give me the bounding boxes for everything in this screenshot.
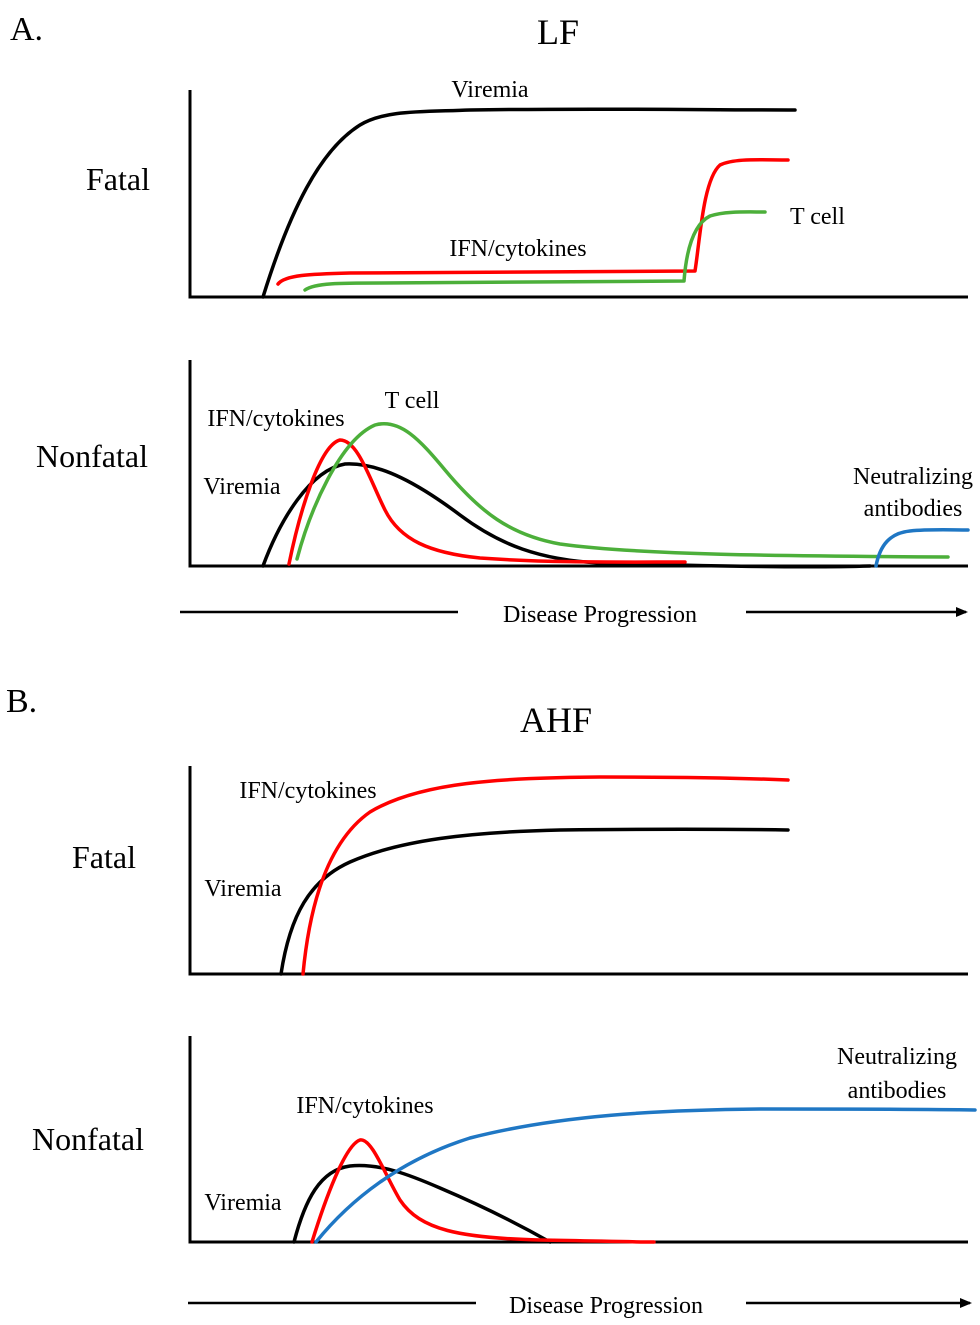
ahf-nonfatal-ifn-curve: [310, 1138, 656, 1244]
ahf-nonfatal-antibodies-label-line1: Neutralizing: [837, 1044, 957, 1070]
lf-nonfatal-plot: Nonfatal IFN/cytokines T cell Viremia Ne…: [36, 360, 973, 569]
lf-fatal-axes: [188, 90, 968, 299]
ahf-fatal-axes: [188, 766, 968, 976]
lf-fatal-ifn-label: IFN/cytokines: [449, 236, 586, 262]
lf-nonfatal-ifn-curve: [287, 438, 687, 566]
lf-fatal-plot: Fatal Viremia IFN/cytokines T cell: [86, 77, 968, 299]
ahf-progression-label: Disease Progression: [509, 1293, 703, 1319]
lf-fatal-ifn-curve: [276, 157, 790, 286]
panel-a-title: LF: [537, 12, 579, 52]
lf-nonfatal-tcell-curve: [295, 422, 950, 561]
lf-nonfatal-antibodies-label-line1: Neutralizing: [853, 464, 973, 490]
lf-progression-label: Disease Progression: [503, 602, 697, 628]
ahf-fatal-ifn-label: IFN/cytokines: [239, 778, 376, 804]
ahf-nonfatal-viremia-curve: [292, 1163, 552, 1244]
lf-nonfatal-axes: [188, 360, 968, 568]
lf-nonfatal-row-label: Nonfatal: [36, 438, 148, 474]
ahf-fatal-viremia-curve: [279, 827, 790, 976]
panel-a: A. LF Fatal Viremia IFN/cytokines T cell…: [10, 11, 973, 628]
ahf-fatal-row-label: Fatal: [72, 839, 136, 875]
ahf-fatal-viremia-label: Viremia: [204, 876, 282, 902]
lf-nonfatal-ifn-label: IFN/cytokines: [207, 406, 344, 432]
lf-nonfatal-viremia-label: Viremia: [203, 474, 281, 500]
ahf-nonfatal-ifn-label: IFN/cytokines: [296, 1093, 433, 1119]
ahf-nonfatal-antibodies-curve: [314, 1107, 977, 1244]
ahf-nonfatal-axes: [188, 1036, 968, 1244]
lf-fatal-tcell-curve: [303, 210, 767, 292]
lf-nonfatal-tcell-label: T cell: [385, 388, 440, 414]
ahf-nonfatal-plot: Nonfatal Neutralizing antibodies IFN/cyt…: [32, 1036, 977, 1244]
lf-fatal-viremia-label: Viremia: [451, 77, 529, 103]
lf-fatal-row-label: Fatal: [86, 161, 150, 197]
ahf-fatal-plot: Fatal IFN/cytokines Viremia: [72, 766, 968, 976]
lf-fatal-viremia-curve: [261, 107, 797, 299]
ahf-nonfatal-viremia-label: Viremia: [204, 1190, 282, 1216]
ahf-nonfatal-antibodies-label-line2: antibodies: [848, 1078, 947, 1104]
panel-b-title: AHF: [520, 700, 592, 740]
ahf-nonfatal-row-label: Nonfatal: [32, 1121, 144, 1157]
panel-b-letter: B.: [6, 683, 37, 720]
lf-fatal-tcell-label: T cell: [790, 204, 845, 230]
lf-nonfatal-antibodies-curve: [874, 528, 970, 568]
lf-progression-axis: Disease Progression: [180, 602, 968, 628]
panel-a-letter: A.: [10, 11, 43, 48]
ahf-progression-axis: Disease Progression: [188, 1293, 972, 1319]
lf-nonfatal-antibodies-label-line2: antibodies: [864, 496, 963, 522]
ahf-fatal-ifn-curve: [301, 775, 790, 976]
panel-b: B. AHF Fatal IFN/cytokines Viremia Nonfa…: [6, 683, 977, 1319]
lf-nonfatal-viremia-curve: [261, 462, 872, 569]
